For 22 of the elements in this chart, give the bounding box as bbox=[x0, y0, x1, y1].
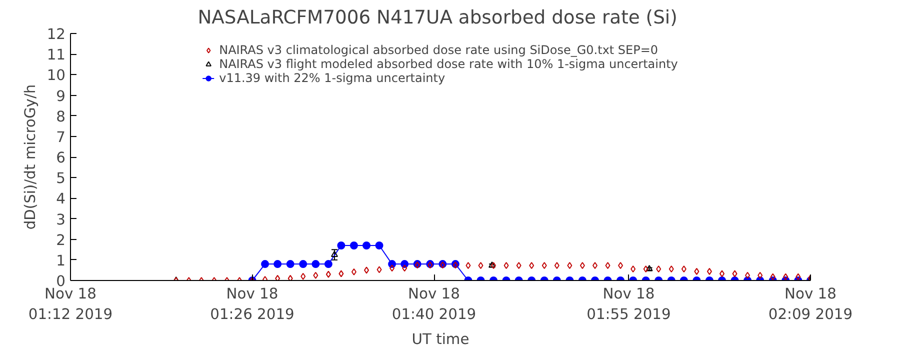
y-tick-label: 11 bbox=[46, 46, 66, 64]
legend-label: NAIRAS v3 climatological absorbed dose rate using SiDose_G0.txt SEP=0 bbox=[219, 43, 658, 57]
y-tick-label: 8 bbox=[56, 108, 66, 126]
y-tick-label: 4 bbox=[56, 190, 66, 208]
x-tick-label: Nov 18 02:09 2019 bbox=[768, 286, 853, 323]
x-tick-label: Nov 18 01:55 2019 bbox=[586, 286, 671, 323]
x-tick-label: Nov 18 01:40 2019 bbox=[392, 286, 476, 323]
y-tick-label: 7 bbox=[56, 128, 66, 146]
legend-label: NAIRAS v3 flight modeled absorbed dose rate with 10% 1-sigma uncertainty bbox=[219, 57, 678, 71]
y-tick-label: 12 bbox=[46, 26, 66, 43]
y-tick-label: 2 bbox=[56, 232, 66, 249]
y-axis-title: dD(Si)/dt microGy/h bbox=[22, 84, 39, 230]
y-tick-label: 10 bbox=[46, 67, 66, 84]
y-tick-label: 5 bbox=[56, 170, 66, 188]
y-tick-label: 6 bbox=[56, 150, 66, 166]
y-tick-label: 1 bbox=[56, 252, 66, 270]
chart-title: NASALaRCFM7006 N417UA absorbed dose rate (Si) bbox=[198, 8, 678, 28]
y-tick-label: 3 bbox=[56, 211, 66, 228]
y-tick-label: 9 bbox=[56, 88, 66, 105]
x-tick-label: Nov 18 01:26 2019 bbox=[210, 286, 294, 323]
x-axis-title: UT time bbox=[412, 330, 470, 348]
legend-label: v11.39 with 22% 1-sigma uncertainty bbox=[219, 71, 446, 85]
